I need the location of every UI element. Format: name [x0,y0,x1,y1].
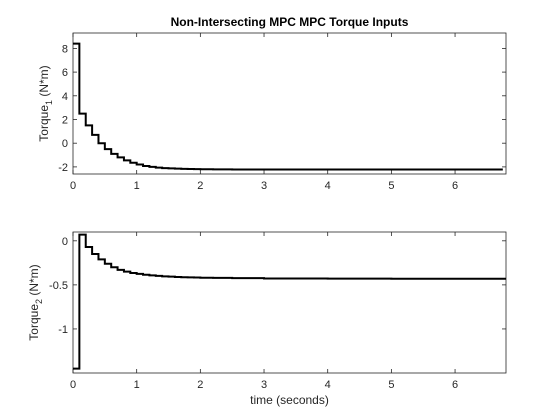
x-tick-label: 3 [261,379,267,391]
x-tick-label: 4 [325,180,331,192]
y-axis-label: Torque2 (N*m) [27,264,44,340]
y-tick-label: 0 [62,236,68,248]
x-tick-label: 2 [197,379,203,391]
y-axis-label: Torque1 (N*m) [37,65,54,141]
y-tick-label: -2 [58,162,68,174]
x-tick-label: 5 [388,180,394,192]
x-tick-label: 2 [197,180,203,192]
y-tick-label: 6 [62,67,68,79]
x-tick-label: 4 [325,379,331,391]
x-tick-label: 6 [452,180,458,192]
x-tick-label: 1 [134,379,140,391]
x-axis-label: time (seconds) [250,393,329,407]
y-axis-label-main: Torque [37,105,51,142]
x-tick-label: 3 [261,180,267,192]
y-tick-label: 2 [62,114,68,126]
y-axis-label-unit: (N*m) [27,264,41,299]
y-axis-label-subscript: 1 [44,100,54,105]
y-tick-label: 8 [62,43,68,55]
x-tick-label: 0 [70,379,76,391]
plot-area-2 [72,231,507,374]
y-axis-label-main: Torque [27,304,41,341]
y-tick-label: -1 [58,324,68,336]
y-tick-label: -0.5 [49,280,68,292]
plot-area-1 [72,32,507,175]
x-tick-label: 6 [452,379,458,391]
y-axis-label-unit: (N*m) [37,65,51,100]
x-tick-label: 1 [134,180,140,192]
x-tick-label: 5 [388,379,394,391]
series-line-1-1 [73,42,503,171]
y-tick-label: 0 [62,138,68,150]
y-axis-label-subscript: 2 [34,299,44,304]
series-line-2-1 [73,233,506,370]
x-tick-label: 0 [70,180,76,192]
y-tick-label: 4 [62,91,68,103]
chart-title: Non-Intersecting MPC MPC Torque Inputs [171,15,409,29]
